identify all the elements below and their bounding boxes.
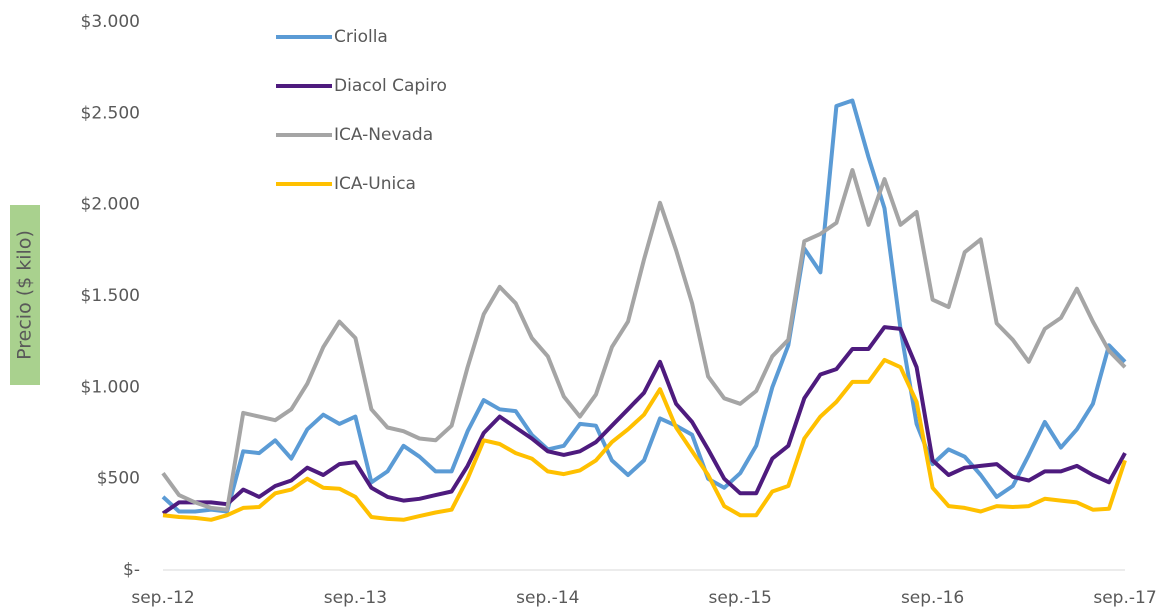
legend-label: ICA-Unica [334,174,416,194]
y-axis-label-background [10,205,40,385]
y-tick-label: $1.000 [81,377,140,397]
x-tick-label: sep.-15 [709,588,772,608]
legend-label: Criolla [334,27,388,47]
y-tick-label: $- [123,560,140,580]
y-tick-label: $2.000 [81,195,140,215]
y-tick-label: $2.500 [81,103,140,123]
x-tick-label: sep.-14 [516,588,579,608]
series-line [161,325,1127,516]
y-tick-label: $3.000 [81,12,140,32]
series-line [161,168,1127,512]
y-axis-label: Precio ($ kilo) [14,230,36,360]
x-tick-label: sep.-16 [901,588,964,608]
legend-label: Diacol Capiro [334,76,447,96]
x-tick-label: sep.-17 [1093,588,1156,608]
x-tick-label: sep.-13 [324,588,387,608]
series-line [161,98,1127,514]
y-tick-label: $1.500 [81,286,140,306]
y-tick-label: $500 [97,469,140,489]
x-tick-label: sep.-12 [131,588,194,608]
legend-label: ICA-Nevada [334,125,433,145]
series-line [162,357,1127,522]
